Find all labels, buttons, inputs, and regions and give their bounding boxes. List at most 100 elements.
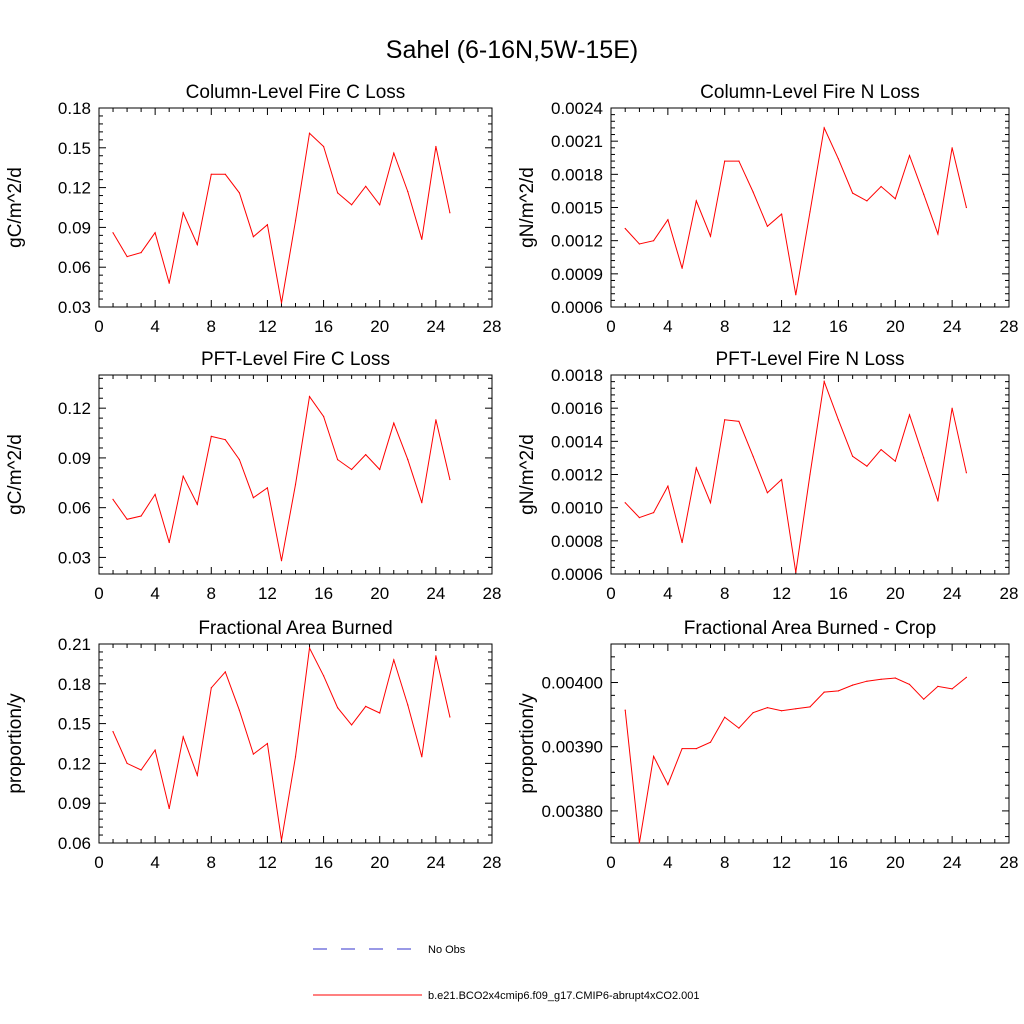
data-point bbox=[154, 232, 156, 234]
data-point bbox=[638, 842, 641, 844]
y-tick-label: 0.06 bbox=[58, 499, 91, 518]
data-point bbox=[365, 454, 367, 456]
x-tick-label: 20 bbox=[886, 584, 905, 603]
data-point bbox=[894, 460, 896, 462]
data-point bbox=[709, 741, 712, 743]
data-point bbox=[937, 233, 939, 235]
data-point bbox=[351, 724, 353, 726]
series-line bbox=[112, 646, 451, 841]
y-tick-label: 0.0012 bbox=[551, 466, 603, 485]
data-point bbox=[435, 419, 437, 421]
data-point bbox=[140, 769, 142, 771]
y-tick-label: 0.09 bbox=[58, 794, 91, 813]
y-tick-label: 0.0015 bbox=[551, 199, 603, 218]
x-tick-label: 28 bbox=[483, 853, 502, 872]
x-tick-label: 0 bbox=[94, 317, 103, 336]
panel-fractional-area-burned: Fractional Area Burned 0 4 8 12 16 20 24 28 0.06 0… bbox=[5, 618, 501, 872]
data-point bbox=[126, 256, 128, 258]
data-point bbox=[795, 571, 797, 573]
data-point bbox=[154, 493, 156, 495]
data-point bbox=[709, 235, 712, 237]
data-point bbox=[908, 414, 911, 416]
data-point bbox=[653, 240, 655, 242]
series-line bbox=[112, 132, 451, 304]
y-tick-label: 0.0006 bbox=[551, 298, 603, 317]
x-tick-label: 4 bbox=[150, 317, 159, 336]
data-point bbox=[752, 455, 754, 457]
data-point bbox=[379, 468, 381, 471]
panel-title: PFT-Level Fire C Loss bbox=[201, 349, 390, 370]
y-axis-label: gC/m^2/d bbox=[5, 434, 26, 515]
data-point bbox=[965, 206, 968, 209]
y-axis-label: proportion/y bbox=[517, 693, 538, 794]
y-tick-label: 0.18 bbox=[58, 99, 91, 118]
data-point bbox=[965, 676, 968, 679]
data-point bbox=[880, 678, 882, 680]
data-point bbox=[738, 727, 740, 729]
data-point bbox=[880, 185, 882, 188]
data-point bbox=[653, 511, 655, 514]
data-point bbox=[837, 690, 840, 692]
data-point bbox=[951, 688, 953, 690]
plot-frame bbox=[610, 107, 1010, 308]
y-axis-label: gN/m^2/d bbox=[517, 434, 538, 515]
data-point bbox=[638, 243, 641, 245]
data-point bbox=[337, 459, 339, 461]
y-tick-label: 0.00390 bbox=[542, 738, 603, 757]
panel-pft-level-fire-n-loss: PFT-Level Fire N Loss 0 4 8 12 16 20 24 28 0.0006… bbox=[517, 349, 1018, 603]
data-point bbox=[168, 282, 170, 284]
y-axis-label: gN/m^2/d bbox=[517, 167, 538, 248]
x-tick-label: 4 bbox=[663, 853, 672, 872]
data-point bbox=[168, 807, 170, 810]
data-point bbox=[809, 211, 811, 213]
x-tick-label: 24 bbox=[426, 853, 445, 872]
data-point bbox=[126, 518, 128, 520]
y-axis-label: proportion/y bbox=[5, 693, 26, 794]
y-tick-label: 0.0006 bbox=[551, 565, 603, 584]
data-point bbox=[112, 498, 114, 500]
y-tick-label: 0.0024 bbox=[551, 99, 603, 118]
x-tick-label: 20 bbox=[886, 317, 905, 336]
series-line bbox=[624, 379, 967, 573]
data-point bbox=[667, 485, 669, 487]
x-tick-label: 12 bbox=[772, 317, 791, 336]
y-tick-label: 0.12 bbox=[58, 179, 91, 198]
x-tick-label: 4 bbox=[663, 317, 672, 336]
y-tick-label: 0.0021 bbox=[551, 132, 603, 151]
data-point bbox=[252, 753, 254, 755]
data-point bbox=[280, 302, 283, 304]
data-point bbox=[937, 685, 939, 688]
data-point bbox=[238, 709, 240, 711]
figure-title: Sahel (6-16N,5W-15E) bbox=[386, 36, 638, 64]
data-point bbox=[252, 497, 254, 499]
data-point bbox=[337, 707, 339, 709]
x-tick-label: 0 bbox=[606, 317, 615, 336]
y-tick-label: 0.09 bbox=[58, 449, 91, 468]
x-tick-label: 20 bbox=[370, 584, 389, 603]
data-point bbox=[266, 224, 268, 226]
data-point bbox=[323, 675, 325, 677]
x-tick-label: 8 bbox=[207, 317, 216, 336]
y-tick-label: 0.00380 bbox=[542, 802, 603, 821]
y-tick-label: 0.18 bbox=[58, 675, 91, 694]
data-point bbox=[894, 198, 896, 200]
y-tick-label: 0.0012 bbox=[551, 232, 603, 251]
x-tick-label: 8 bbox=[207, 853, 216, 872]
data-point bbox=[140, 252, 142, 254]
data-point bbox=[923, 698, 925, 700]
data-point bbox=[951, 147, 953, 149]
x-tick-label: 28 bbox=[483, 317, 502, 336]
data-point bbox=[709, 502, 712, 504]
data-point bbox=[681, 267, 683, 269]
data-point bbox=[766, 707, 769, 709]
data-point bbox=[421, 502, 423, 504]
x-tick-label: 24 bbox=[943, 853, 962, 872]
x-tick-label: 24 bbox=[426, 584, 445, 603]
data-point bbox=[393, 659, 395, 661]
data-point bbox=[224, 439, 226, 441]
data-point bbox=[880, 449, 882, 451]
data-point bbox=[196, 244, 198, 246]
x-tick-label: 8 bbox=[207, 584, 216, 603]
x-tick-label: 24 bbox=[943, 317, 962, 336]
